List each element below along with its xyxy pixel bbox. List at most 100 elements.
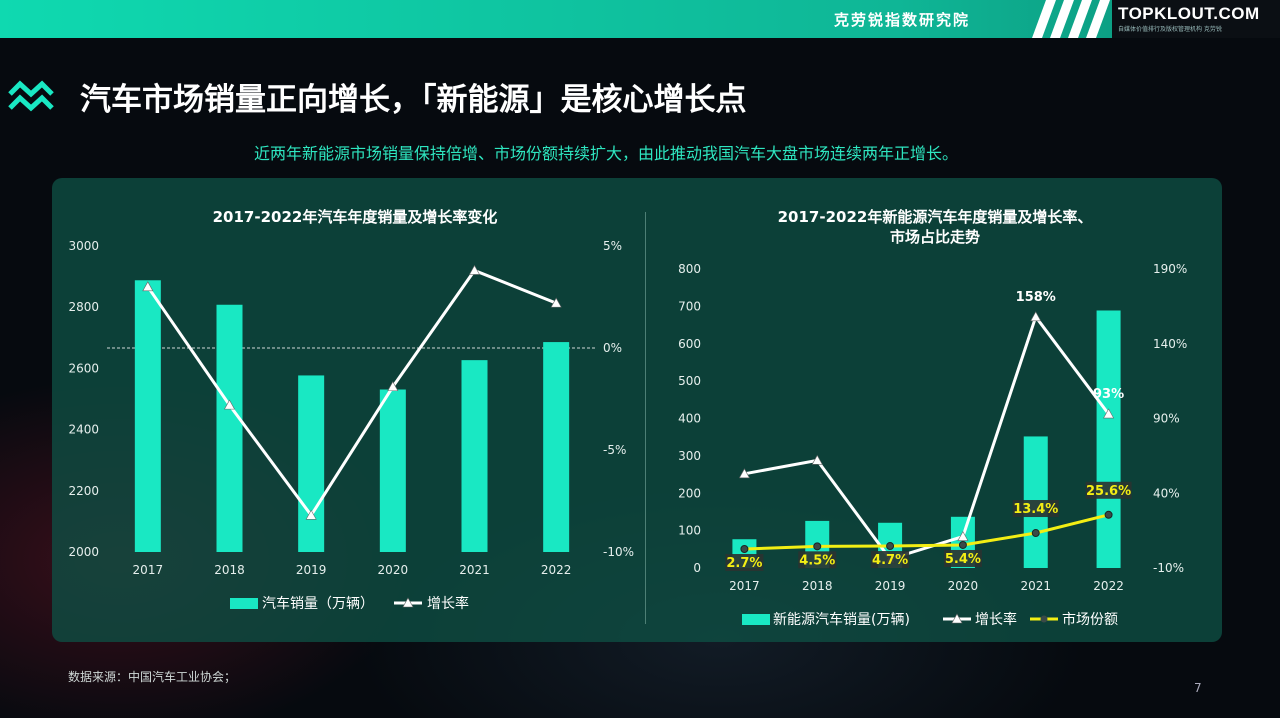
y-left-tick-label: 300 (678, 449, 701, 463)
page-title: 汽车市场销量正向增长，「新能源」是核心增长点 (80, 82, 747, 118)
y-right-tick-label: -5% (603, 443, 626, 457)
y-left-tick-label: 0 (693, 561, 701, 575)
growth-rate-point (223, 399, 236, 410)
growth-rate-point (957, 530, 969, 541)
market-share-point (1031, 529, 1040, 538)
growth-rate-point (142, 281, 154, 292)
legend-label-line: 增长率 (427, 595, 469, 612)
y-left-tick-label: 800 (678, 262, 701, 276)
y-left-tick-label: 2600 (68, 361, 99, 375)
market-share-point (740, 545, 749, 554)
y-right-tick-label: 90% (1153, 412, 1180, 426)
y-left-tick-label: 600 (678, 337, 701, 351)
chart-title: 2017-2022年新能源汽车年度销量及增长率、 (778, 208, 1093, 226)
x-tick-label: 2021 (459, 563, 490, 577)
y-left-tick-label: 2000 (68, 545, 99, 559)
bar-car-sales (379, 389, 406, 552)
page-number: 7 (1194, 681, 1202, 695)
x-tick-label: 2021 (1020, 579, 1051, 593)
market-share-label-bg (725, 554, 764, 572)
market-share-label: 5.4% (945, 552, 981, 567)
y-right-tick-label: 190% (1153, 262, 1187, 276)
y-right-tick-label: 0% (603, 341, 622, 355)
y-left-tick-label: 100 (678, 524, 701, 538)
y-left-tick-label: 700 (678, 299, 701, 313)
x-tick-label: 2022 (1093, 579, 1124, 593)
market-share-label-bg (798, 551, 837, 569)
market-share-point (813, 542, 822, 551)
growth-rate-point (1030, 311, 1042, 322)
org-name: 克劳锐指数研究院 (834, 11, 971, 29)
legend-marker-growth (951, 613, 963, 624)
market-share-label-bg (1012, 500, 1059, 518)
market-share-label: 4.5% (799, 553, 835, 568)
market-share-label-bg (1085, 481, 1132, 499)
chart-title: 2017-2022年汽车年度销量及增长率变化 (213, 208, 498, 226)
legend-marker-share (1040, 615, 1048, 623)
bar-nev-sales (1096, 310, 1121, 568)
bar-car-sales (461, 360, 488, 552)
growth-rate-point (468, 264, 481, 275)
growth-rate-point (1103, 408, 1115, 419)
growth-rate-line (744, 313, 1110, 561)
y-left-tick-label: 200 (678, 486, 701, 500)
y-left-tick-label: 2400 (68, 423, 99, 437)
y-left-tick-label: 500 (678, 374, 701, 388)
legend-swatch-bar (742, 614, 770, 625)
data-source-note: 数据来源：中国汽车工业协会； (68, 670, 237, 684)
chart-title: 市场占比走势 (890, 228, 980, 246)
market-share-line (744, 513, 1109, 551)
x-tick-label: 2019 (875, 579, 906, 593)
y-left-tick-label: 400 (678, 412, 701, 426)
bar-car-sales (216, 304, 243, 552)
x-tick-label: 2020 (948, 579, 979, 593)
market-share-label-bg (943, 549, 982, 567)
x-tick-label: 2018 (802, 579, 833, 593)
logo: TOPKLOUT.COM 自媒体价值排行及版权管理机构 克劳锐 (1112, 0, 1280, 38)
x-tick-label: 2019 (296, 563, 327, 577)
market-share-label: 2.7% (726, 556, 762, 571)
x-tick-label: 2018 (214, 563, 245, 577)
growth-rate-point (305, 509, 317, 520)
logo-subtext: 自媒体价值排行及版权管理机构 克劳锐 (1118, 26, 1222, 33)
y-right-tick-label: 140% (1153, 337, 1187, 351)
market-share-label: 25.6% (1086, 484, 1131, 499)
legend-label-bar: 汽车销量（万辆） (262, 595, 374, 612)
legend-label-share: 市场份额 (1062, 611, 1118, 628)
y-right-tick-label: 5% (603, 239, 622, 253)
x-tick-label: 2020 (378, 563, 409, 577)
growth-rate-point (811, 454, 823, 465)
y-right-tick-label: -10% (603, 545, 634, 559)
y-left-tick-label: 2800 (68, 300, 99, 314)
growth-rate-label: 93% (1093, 387, 1124, 402)
panel-divider (645, 212, 646, 624)
legend-swatch-bar (230, 598, 258, 609)
bar-car-sales (134, 280, 161, 552)
legend-label-growth: 增长率 (975, 611, 1017, 628)
stripes-decoration (1032, 0, 1110, 38)
market-share-label: 13.4% (1013, 502, 1058, 517)
market-share-point (1104, 510, 1113, 519)
x-tick-label: 2017 (133, 563, 164, 577)
legend-label-bar: 新能源汽车销量(万辆) (773, 611, 910, 628)
y-left-tick-label: 2200 (68, 484, 99, 498)
market-share-point (886, 542, 895, 551)
x-tick-label: 2022 (541, 563, 572, 577)
growth-rate-label: 158% (1016, 290, 1056, 305)
market-share-label-bg (871, 551, 910, 569)
y-right-tick-label: -10% (1153, 561, 1184, 575)
market-share-label: 4.7% (872, 553, 908, 568)
bar-car-sales (543, 342, 570, 552)
legend-marker-line (402, 597, 414, 608)
growth-rate-point (550, 297, 562, 308)
logo-text: TOPKLOUT.COM (1118, 4, 1260, 23)
page-subtitle: 近两年新能源市场销量保持倍增、市场份额持续扩大，由此推动我国汽车大盘市场连续两年… (254, 144, 959, 163)
x-tick-label: 2017 (729, 579, 760, 593)
growth-rate-line (146, 268, 557, 518)
bar-car-sales (298, 375, 325, 552)
growth-rate-point (387, 381, 399, 392)
market-share-point (958, 540, 967, 549)
y-right-tick-label: 40% (1153, 486, 1180, 500)
